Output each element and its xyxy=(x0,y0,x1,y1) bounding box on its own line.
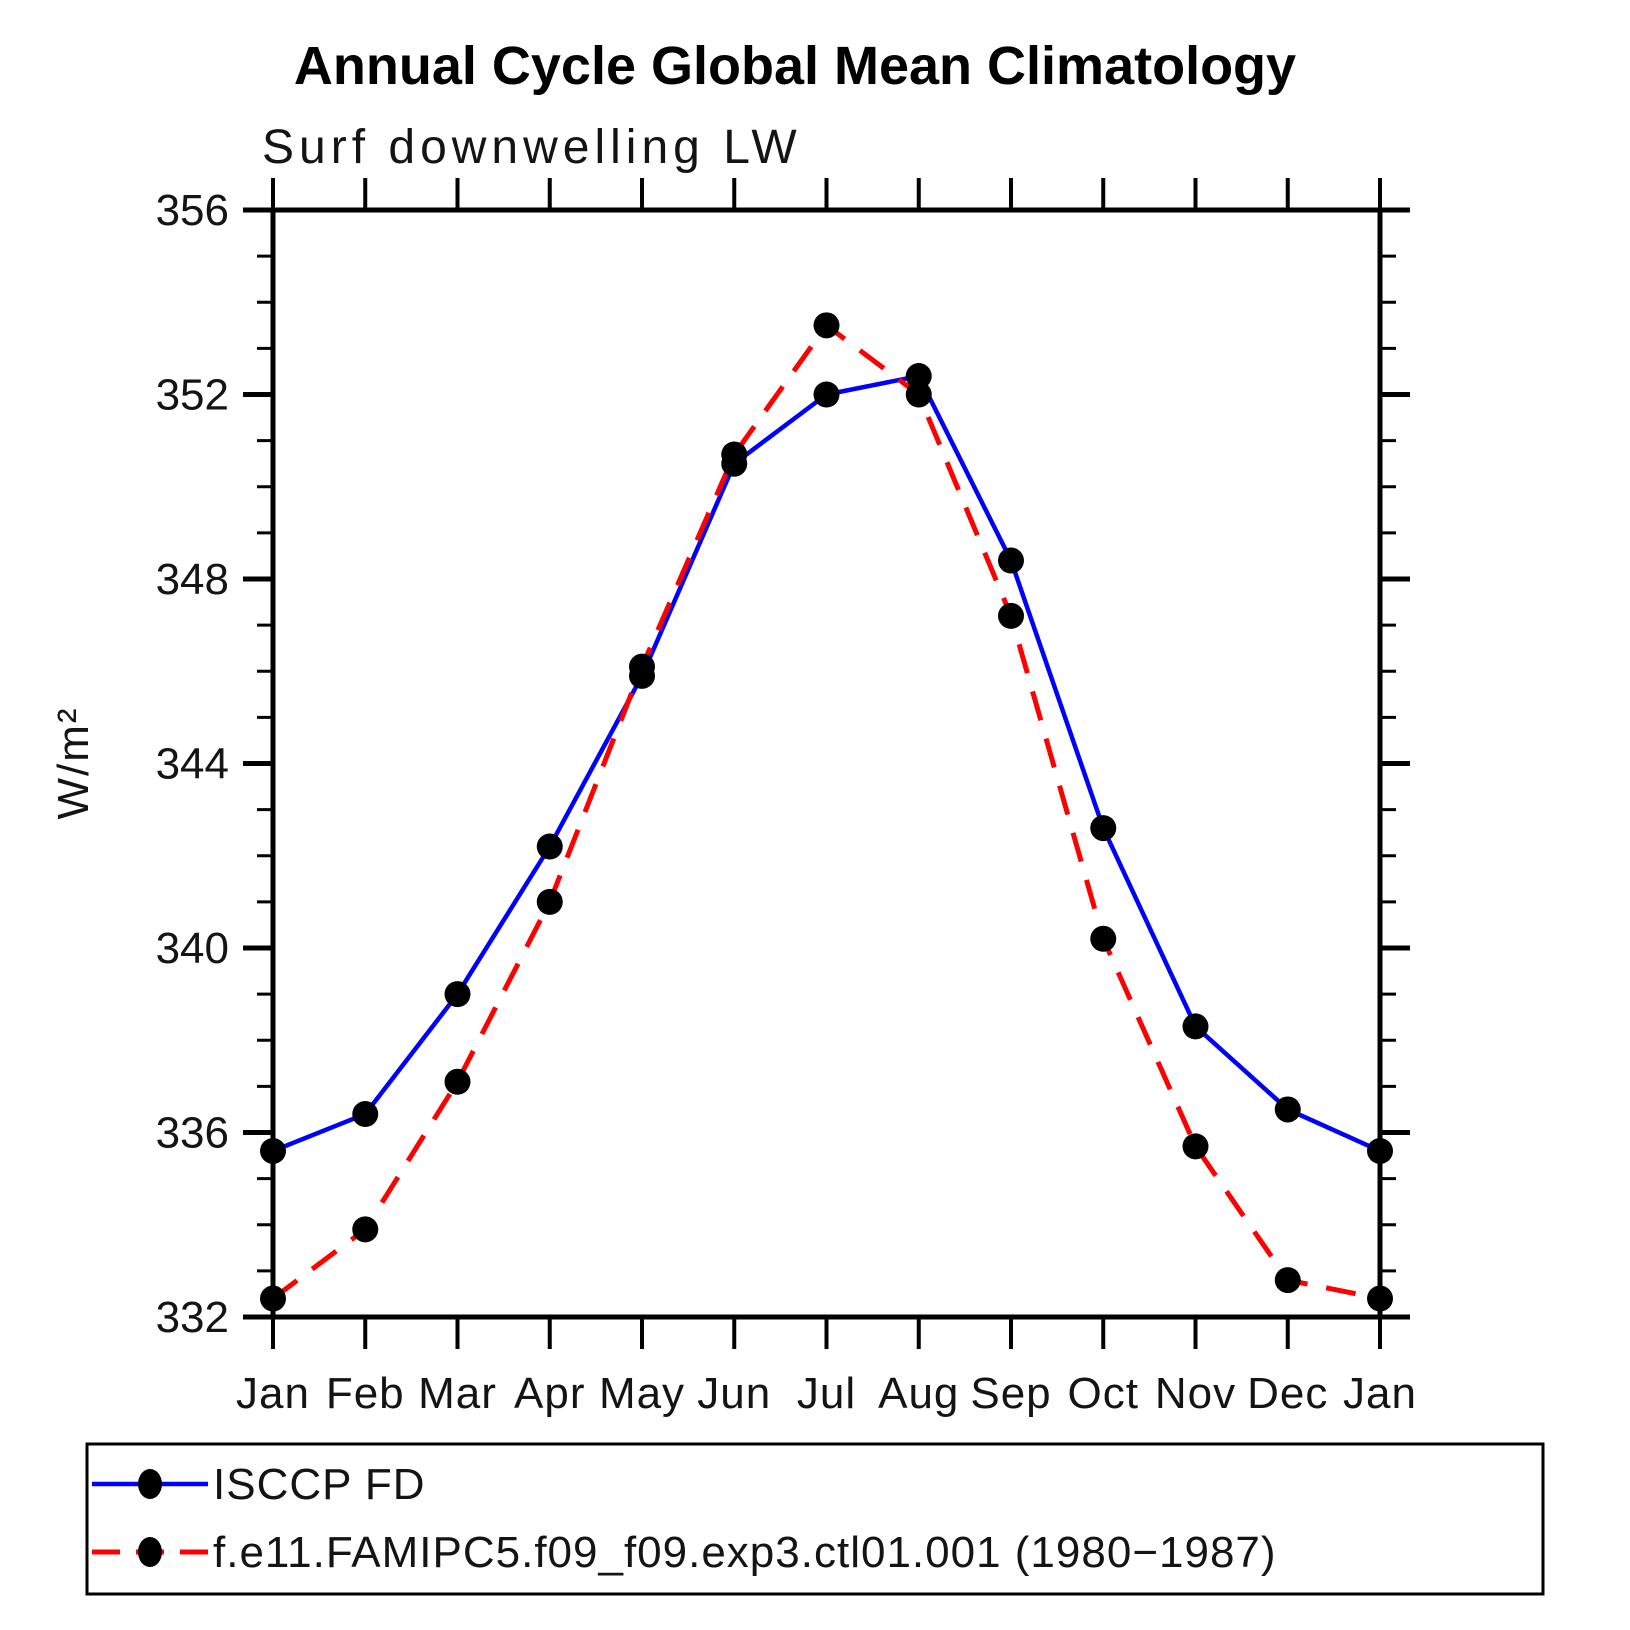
series-line-model xyxy=(271,321,1381,1302)
data-point xyxy=(1182,1013,1209,1040)
data-point xyxy=(536,833,563,860)
y-tick-label: 340 xyxy=(156,924,229,973)
y-tick-label: 336 xyxy=(156,1109,229,1158)
data-point xyxy=(260,1137,286,1164)
data-point xyxy=(721,441,748,468)
x-tick-label: Jan xyxy=(1343,1369,1417,1418)
axes: 332 336 340 344 348 352 356 Jan Feb Mar Apr May Jun J… xyxy=(156,178,1417,1418)
x-tick-label: Aug xyxy=(878,1369,959,1418)
y-tick-label: 356 xyxy=(156,186,229,235)
data-point xyxy=(998,547,1024,574)
data-point xyxy=(905,363,932,390)
data-point xyxy=(1367,1137,1393,1164)
data-point xyxy=(1274,1096,1301,1123)
legend-sample-marker xyxy=(138,1537,162,1567)
data-point xyxy=(1090,925,1117,952)
data-point xyxy=(536,888,563,915)
x-tick-label: Feb xyxy=(326,1369,405,1418)
legend-label: f.e11.FAMIPC5.f09_f09.exp3.ctl01.001 (19… xyxy=(213,1528,1277,1577)
series-line-observation xyxy=(272,373,1381,1154)
x-tick-label: May xyxy=(599,1369,685,1418)
y-tick-label: 352 xyxy=(156,371,229,420)
data-point xyxy=(1090,815,1117,842)
legend: ISCCP FD f.e11.FAMIPC5.f09_f09.exp3.ctl01… xyxy=(85,1442,1545,1596)
data-point xyxy=(352,1101,379,1128)
x-tick-label: Jul xyxy=(797,1369,856,1418)
data-point xyxy=(260,1285,286,1312)
legend-box xyxy=(85,1442,1545,1596)
x-tick-label: Mar xyxy=(418,1369,497,1418)
data-point xyxy=(444,981,471,1008)
y-tick-label: 344 xyxy=(156,740,229,789)
legend-label: ISCCP FD xyxy=(213,1460,426,1509)
x-tick-label: Jan xyxy=(236,1369,310,1418)
x-tick-label: Sep xyxy=(970,1369,1051,1418)
x-tick-label: Apr xyxy=(514,1369,585,1418)
legend-sample-marker xyxy=(138,1469,162,1499)
y-tick-label: 348 xyxy=(156,555,229,604)
x-tick-label: Oct xyxy=(1068,1369,1139,1418)
plot-series xyxy=(260,312,1393,1312)
data-point xyxy=(352,1216,379,1243)
legend-entries: ISCCP FD f.e11.FAMIPC5.f09_f09.exp3.ctl01… xyxy=(92,1460,1277,1577)
data-point xyxy=(813,312,840,339)
x-tick-label: Dec xyxy=(1247,1369,1328,1418)
data-point xyxy=(1367,1285,1393,1312)
y-axis-label: W/m² xyxy=(49,706,98,819)
data-point xyxy=(905,381,932,408)
data-point xyxy=(1274,1267,1301,1294)
data-point xyxy=(629,653,655,680)
data-point xyxy=(998,602,1024,629)
data-point xyxy=(813,381,840,408)
data-point xyxy=(444,1068,471,1095)
data-point xyxy=(1182,1133,1209,1160)
y-tick-label: 332 xyxy=(156,1293,229,1342)
chart-subtitle: Surf downwelling LW xyxy=(262,121,802,174)
chart-title: Annual Cycle Global Mean Climatology xyxy=(294,36,1296,96)
x-tick-label: Nov xyxy=(1155,1369,1236,1418)
x-tick-label: Jun xyxy=(697,1369,771,1418)
